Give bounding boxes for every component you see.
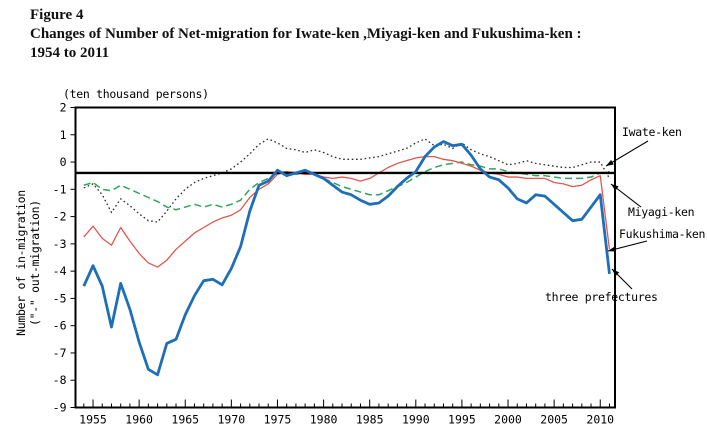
y-tick-label: -9 [53, 401, 67, 415]
annotation-arrow-iwate-ken [605, 140, 649, 167]
x-tick-label: 2000 [494, 413, 522, 427]
annotation-label-iwate-ken: Iwate-ken [622, 125, 682, 139]
series-fukushima-ken [83, 155, 611, 268]
y-tick-label: -2 [53, 210, 67, 224]
y-tick-label: 2 [60, 101, 67, 115]
y-tick-label: -7 [53, 346, 67, 360]
x-tick-label: 2005 [540, 413, 568, 427]
y-axis-unit-label: (ten thousand persons) [63, 87, 209, 101]
x-tick-label: 1960 [125, 413, 153, 427]
annotation-arrowhead-fukushima-ken [608, 246, 616, 252]
y-tick-label: -4 [53, 264, 67, 278]
y-tick-label: -1 [53, 182, 67, 196]
annotation-arrowhead-iwate-ken [606, 159, 614, 166]
figure-label: Figure 4 [30, 7, 84, 23]
title-block: Figure 4 Changes of Number of Net-migrat… [30, 6, 582, 63]
series-three-prefectures [82, 140, 611, 377]
series-iwate-ken [83, 138, 611, 223]
plot-border [74, 106, 616, 409]
x-tick-label: 1985 [356, 413, 384, 427]
annotation-label-miyagi-ken: Miyagi-ken [628, 205, 694, 219]
x-tick-label: 1955 [79, 413, 107, 427]
y-tick-label: -8 [53, 373, 67, 387]
figure-title: Changes of Number of Net-migration for I… [30, 26, 582, 42]
y-tick-label: -5 [53, 291, 67, 305]
annotation-label-fukushima-ken: Fukushima-ken [619, 227, 705, 241]
y-tick-label: -6 [53, 319, 67, 333]
x-tick-label: 1990 [402, 413, 430, 427]
x-tick-label: 1965 [171, 413, 199, 427]
annotation-arrowhead-three-prefectures [612, 269, 620, 277]
x-tick-label: 1970 [218, 413, 246, 427]
annotation-arrowhead-miyagi-ken [611, 184, 619, 191]
x-tick-label: 1995 [448, 413, 476, 427]
x-tick-label: 1975 [264, 413, 292, 427]
x-tick-label: 1980 [310, 413, 338, 427]
series-miyagi-ken [83, 161, 610, 211]
y-tick-label: -3 [53, 237, 67, 251]
annotation-label-three-prefectures: three prefectures [545, 290, 658, 304]
y-tick-label: 1 [60, 128, 67, 142]
y-tick-label: 0 [60, 155, 67, 169]
figure-title-period: 1954 to 2011 [30, 45, 110, 61]
x-tick-label: 2010 [586, 413, 614, 427]
